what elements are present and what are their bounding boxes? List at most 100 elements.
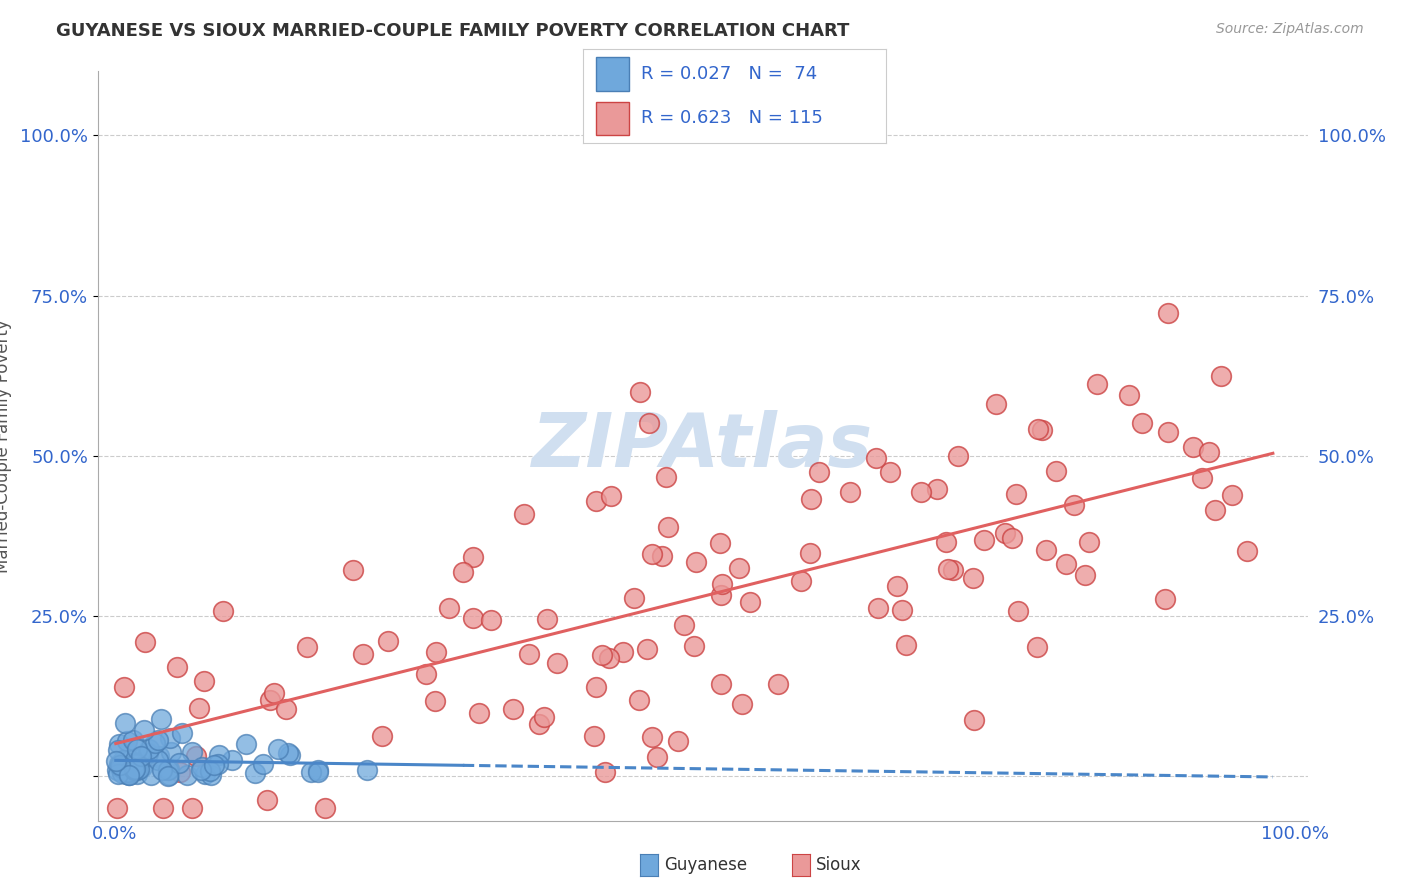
Sioux [935,534,957,549]
Guyanese [118,768,141,782]
Sioux [672,618,695,632]
Sioux [800,491,823,506]
Sioux [640,730,662,744]
Sioux [591,648,613,663]
Guyanese [299,764,322,779]
Sioux [910,485,932,500]
Guyanese [105,754,128,768]
Guyanese [307,764,329,779]
Sioux [425,645,447,659]
Sioux [973,533,995,548]
Guyanese [139,768,162,782]
Sioux [808,465,831,479]
Sioux [962,571,984,585]
Guyanese [115,764,138,779]
Guyanese [146,753,169,767]
Sioux [479,613,502,627]
Sioux [628,385,651,400]
Sioux [612,645,634,659]
Guyanese [105,763,128,777]
Sioux [453,565,475,579]
Sioux [710,677,733,691]
Sioux [1157,306,1180,320]
Sioux [1031,423,1053,437]
Sioux [371,730,394,744]
Sioux [1026,640,1049,654]
Guyanese [172,726,194,740]
Guyanese [127,742,149,756]
Sioux [527,716,550,731]
Sioux [879,465,901,479]
Guyanese [117,767,139,781]
Sioux [1236,544,1258,558]
Guyanese [114,758,136,772]
Guyanese [107,757,129,772]
Guyanese [128,762,150,776]
Guyanese [157,769,180,783]
FancyBboxPatch shape [596,57,628,91]
Guyanese [122,733,145,747]
Guyanese [194,767,217,781]
Sioux [256,793,278,807]
Sioux [799,545,821,559]
Guyanese [181,745,204,759]
Guyanese [167,756,190,771]
Guyanese [117,758,139,772]
Sioux [657,520,679,534]
Text: Sioux: Sioux [815,856,860,874]
Guyanese [125,756,148,771]
Sioux [685,556,707,570]
Guyanese [117,734,139,748]
Guyanese [156,763,179,777]
Sioux [152,801,174,815]
Sioux [623,591,645,606]
Sioux [415,667,437,681]
Sioux [166,660,188,674]
Guyanese [112,753,135,767]
Sioux [640,547,662,561]
Sioux [188,701,211,715]
Sioux [963,714,986,728]
Sioux [352,647,374,661]
Sioux [593,764,616,779]
Guyanese [235,737,257,751]
Guyanese [122,763,145,777]
Sioux [890,603,912,617]
Guyanese [131,760,153,774]
Sioux [1182,440,1205,454]
Sioux [314,801,336,815]
Sioux [994,526,1017,541]
Sioux [984,397,1007,411]
Guyanese [114,762,136,776]
Guyanese [125,766,148,780]
Guyanese [117,764,139,779]
Sioux [936,562,959,576]
Sioux [740,595,762,609]
Sioux [925,483,948,497]
Guyanese [114,716,136,731]
Sioux [342,563,364,577]
Guyanese [111,766,134,780]
Guyanese [278,747,301,762]
Guyanese [277,746,299,760]
Guyanese [107,743,129,757]
Sioux [297,640,319,654]
Guyanese [221,753,243,767]
Sioux [536,612,558,626]
Text: 100.0%: 100.0% [1261,825,1329,843]
Guyanese [148,748,170,763]
Sioux [1220,488,1243,502]
Sioux [683,639,706,653]
Sioux [1204,503,1226,517]
Guyanese [202,757,225,772]
Guyanese [252,757,274,772]
Guyanese [190,764,212,778]
Guyanese [148,732,170,747]
Sioux [645,750,668,764]
Sioux [582,729,605,743]
Guyanese [108,737,131,751]
Sioux [274,701,297,715]
Sioux [184,748,207,763]
Sioux [134,635,156,649]
Sioux [768,677,790,691]
